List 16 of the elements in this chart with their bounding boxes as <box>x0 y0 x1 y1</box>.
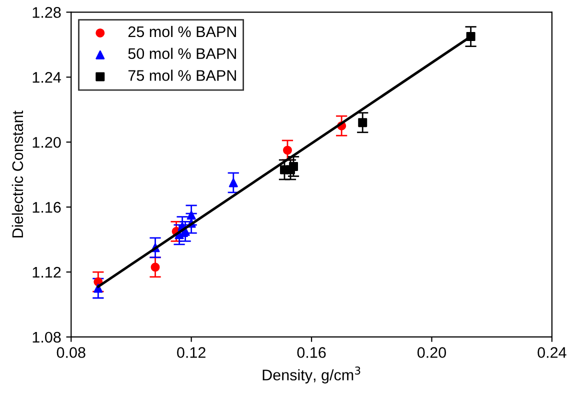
y-tick-label: 1.16 <box>32 202 61 213</box>
y-tick-label: 1.24 <box>32 72 61 83</box>
legend-label: 25 mol % BAPN <box>128 26 236 38</box>
x-tick-label: 0.08 <box>56 347 86 358</box>
y-tick-label: 1.20 <box>32 136 61 148</box>
y-tick-label: 1.28 <box>32 7 61 18</box>
x-tick-label: 0.24 <box>538 347 566 358</box>
legend-label: 75 mol % BAPN <box>128 70 236 81</box>
x-tick-label: 0.16 <box>297 347 326 358</box>
y-axis-title: Dielectric Constant <box>12 110 24 238</box>
x-tick-label: 0.12 <box>177 347 206 358</box>
x-axis-title: Density, g/cm$^{3}$ <box>262 366 360 384</box>
x-tick-label: 0.20 <box>417 347 446 358</box>
y-tick-label: 1.08 <box>32 332 61 343</box>
y-tick-label: 1.12 <box>32 266 61 278</box>
legend-label: 50 mol % BAPN <box>128 48 236 60</box>
